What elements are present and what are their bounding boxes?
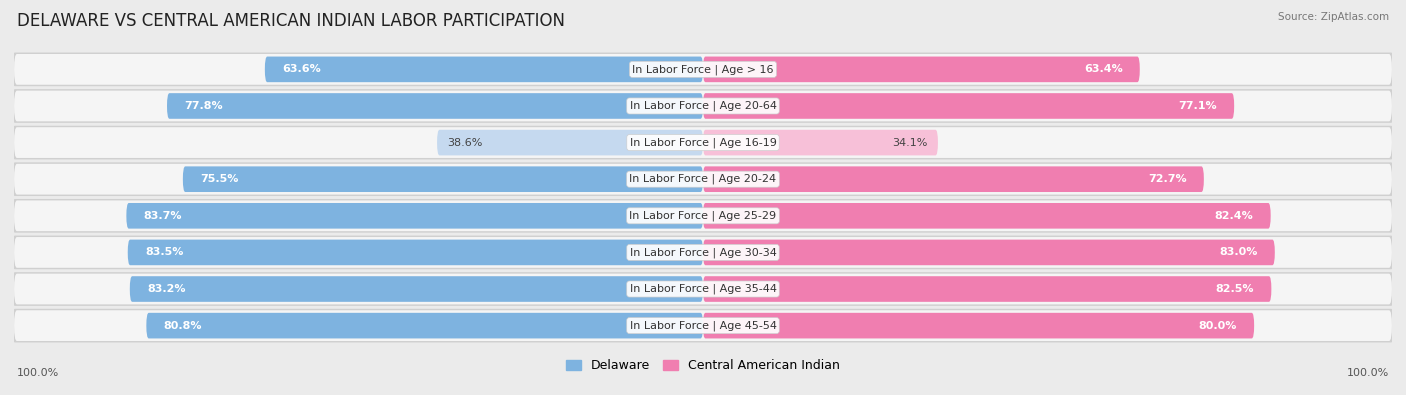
Text: 100.0%: 100.0% (1347, 368, 1389, 378)
FancyBboxPatch shape (13, 53, 1393, 86)
FancyBboxPatch shape (703, 130, 938, 155)
FancyBboxPatch shape (437, 130, 703, 155)
FancyBboxPatch shape (167, 93, 703, 119)
FancyBboxPatch shape (13, 199, 1393, 233)
FancyBboxPatch shape (129, 276, 703, 302)
Text: 38.6%: 38.6% (447, 137, 482, 148)
Text: 77.8%: 77.8% (184, 101, 224, 111)
Text: 83.7%: 83.7% (143, 211, 183, 221)
Text: 83.5%: 83.5% (145, 247, 183, 258)
Text: In Labor Force | Age 30-34: In Labor Force | Age 30-34 (630, 247, 776, 258)
FancyBboxPatch shape (703, 240, 1275, 265)
FancyBboxPatch shape (703, 166, 1204, 192)
Text: In Labor Force | Age 35-44: In Labor Force | Age 35-44 (630, 284, 776, 294)
FancyBboxPatch shape (703, 56, 1140, 82)
Text: 80.8%: 80.8% (163, 321, 202, 331)
FancyBboxPatch shape (703, 93, 1234, 119)
Text: 72.7%: 72.7% (1149, 174, 1187, 184)
FancyBboxPatch shape (703, 276, 1271, 302)
Text: 82.4%: 82.4% (1215, 211, 1254, 221)
Text: Source: ZipAtlas.com: Source: ZipAtlas.com (1278, 12, 1389, 22)
FancyBboxPatch shape (14, 274, 1392, 305)
FancyBboxPatch shape (13, 162, 1393, 196)
Text: 83.0%: 83.0% (1219, 247, 1257, 258)
Text: 34.1%: 34.1% (893, 137, 928, 148)
Text: 82.5%: 82.5% (1216, 284, 1254, 294)
FancyBboxPatch shape (14, 54, 1392, 85)
FancyBboxPatch shape (13, 126, 1393, 160)
FancyBboxPatch shape (127, 203, 703, 229)
Text: 75.5%: 75.5% (200, 174, 239, 184)
FancyBboxPatch shape (13, 272, 1393, 306)
FancyBboxPatch shape (128, 240, 703, 265)
FancyBboxPatch shape (183, 166, 703, 192)
FancyBboxPatch shape (14, 200, 1392, 231)
Text: 100.0%: 100.0% (17, 368, 59, 378)
FancyBboxPatch shape (14, 90, 1392, 121)
Text: 63.6%: 63.6% (283, 64, 321, 74)
Text: DELAWARE VS CENTRAL AMERICAN INDIAN LABOR PARTICIPATION: DELAWARE VS CENTRAL AMERICAN INDIAN LABO… (17, 12, 565, 30)
FancyBboxPatch shape (264, 56, 703, 82)
FancyBboxPatch shape (146, 313, 703, 339)
Text: In Labor Force | Age 20-24: In Labor Force | Age 20-24 (630, 174, 776, 184)
FancyBboxPatch shape (13, 235, 1393, 269)
Text: In Labor Force | Age 16-19: In Labor Force | Age 16-19 (630, 137, 776, 148)
FancyBboxPatch shape (14, 164, 1392, 195)
FancyBboxPatch shape (13, 309, 1393, 342)
FancyBboxPatch shape (13, 89, 1393, 123)
Text: 83.2%: 83.2% (148, 284, 186, 294)
FancyBboxPatch shape (703, 313, 1254, 339)
FancyBboxPatch shape (14, 127, 1392, 158)
Text: 63.4%: 63.4% (1084, 64, 1122, 74)
Text: 77.1%: 77.1% (1178, 101, 1218, 111)
Text: 80.0%: 80.0% (1198, 321, 1237, 331)
FancyBboxPatch shape (14, 237, 1392, 268)
FancyBboxPatch shape (14, 310, 1392, 341)
Text: In Labor Force | Age 20-64: In Labor Force | Age 20-64 (630, 101, 776, 111)
Text: In Labor Force | Age 45-54: In Labor Force | Age 45-54 (630, 320, 776, 331)
Text: In Labor Force | Age 25-29: In Labor Force | Age 25-29 (630, 211, 776, 221)
Legend: Delaware, Central American Indian: Delaware, Central American Indian (561, 354, 845, 377)
FancyBboxPatch shape (703, 203, 1271, 229)
Text: In Labor Force | Age > 16: In Labor Force | Age > 16 (633, 64, 773, 75)
